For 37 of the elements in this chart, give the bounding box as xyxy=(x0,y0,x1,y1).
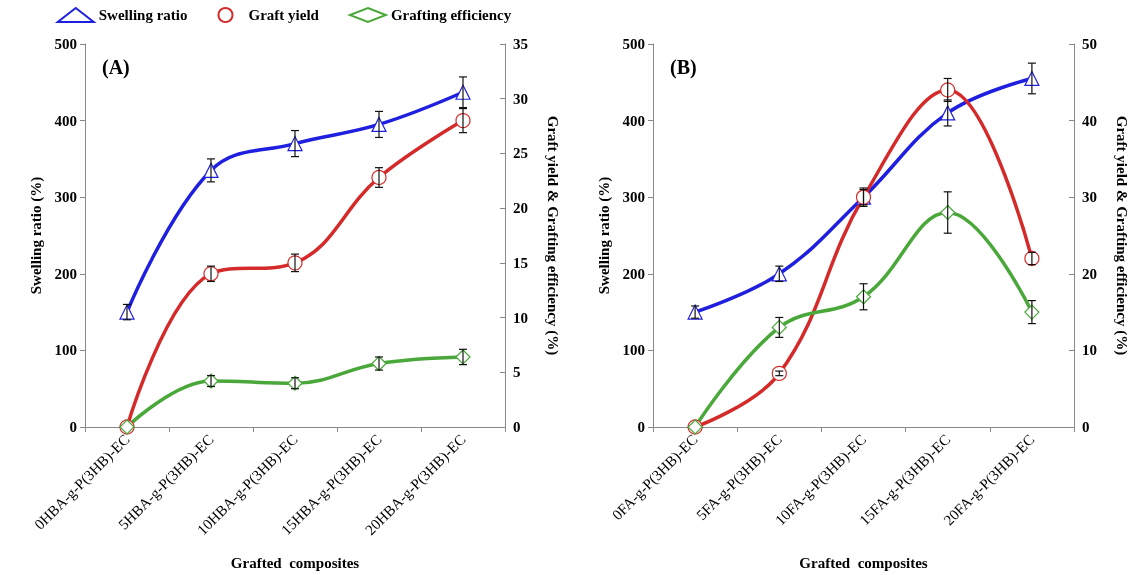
y2-tick-label: 0 xyxy=(1082,419,1090,435)
y2-tick-label: 30 xyxy=(1082,189,1097,206)
y-tick-label: 500 xyxy=(54,36,77,52)
y-tick-label: 400 xyxy=(54,112,77,129)
y-axis-title: Swelling ratio (%) xyxy=(28,176,46,295)
y-tick-label: 300 xyxy=(54,189,77,206)
y-tick-label: 400 xyxy=(622,112,645,129)
y-tick-label: 100 xyxy=(622,342,645,359)
legend-label: Swelling ratio xyxy=(98,7,188,23)
y-tick-label: 500 xyxy=(622,36,645,52)
y-tick-label: 0 xyxy=(69,419,77,435)
y2-tick-label: 0 xyxy=(513,419,521,435)
y-tick-label: 200 xyxy=(622,265,645,282)
y2-tick-label: 5 xyxy=(513,364,521,381)
y2-tick-label: 40 xyxy=(1082,112,1097,129)
y2-tick-label: 30 xyxy=(513,90,528,107)
y2-axis-title: Graft yield & Grafting efficiency (%) xyxy=(543,115,561,356)
y2-tick-label: 10 xyxy=(513,309,528,326)
x-axis-title: Grafted composites xyxy=(230,554,360,571)
y-tick-label: 0 xyxy=(637,419,645,435)
text: (A) xyxy=(102,56,130,79)
y2-tick-label: 20 xyxy=(1082,265,1097,282)
legend-label: Grafting efficiency xyxy=(390,7,512,23)
y-tick-label: 200 xyxy=(54,265,77,282)
y-tick-label: 300 xyxy=(622,189,645,206)
y2-tick-label: 50 xyxy=(1082,36,1097,52)
y2-axis-title: Graft yield & Grafting efficiency (%) xyxy=(1112,115,1130,356)
x-axis-title: Grafted composites xyxy=(799,554,928,571)
text: (B) xyxy=(670,56,697,79)
legend-label: Graft yield xyxy=(248,7,320,23)
y2-tick-label: 20 xyxy=(513,200,528,217)
y2-tick-label: 10 xyxy=(1082,342,1097,359)
y-axis-title: Swelling ratio (%) xyxy=(596,176,614,295)
y-tick-label: 100 xyxy=(54,342,77,359)
y2-tick-label: 35 xyxy=(513,36,528,52)
y2-tick-label: 25 xyxy=(513,145,528,162)
y2-tick-label: 15 xyxy=(513,254,528,271)
